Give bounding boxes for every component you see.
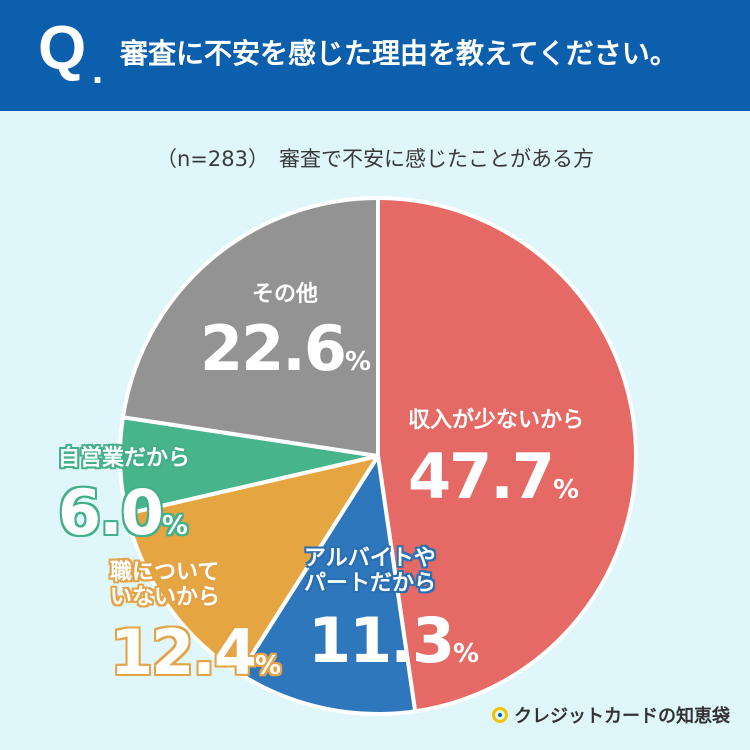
slice-percent-income: % (552, 475, 580, 506)
slice-percent-selfemployed: % (161, 511, 188, 542)
slice-name-selfemployed: 自営業だから (58, 446, 191, 471)
slice-value-income: 47.7 (408, 440, 555, 514)
brand-logo-text: クレジットカードの知恵袋 (514, 706, 730, 727)
slice-value-parttime: 11.3 (308, 603, 455, 677)
header-banner: Q . 審査に不安を感じた理由を教えてください。 (0, 0, 750, 111)
question-mark-letter: Q (38, 14, 87, 83)
slice-name-parttime-line1: アルバイトや (304, 546, 436, 571)
slice-label-parttime: アルバイトや パートだから 11.3% (304, 546, 479, 676)
slice-label-other: その他 22.6% (200, 282, 371, 385)
respondent-description: 審査で不安に感じたことがある方 (279, 147, 594, 171)
slice-value-selfemployed-wrap: 6.0% (58, 477, 190, 548)
slice-value-other-wrap: 22.6% (200, 313, 371, 384)
question-mark-dot: . (92, 48, 104, 92)
slice-parttime (237, 454, 418, 716)
slice-label-unemployed: 職について いないから 12.4% (110, 560, 281, 688)
slice-name-unemployed-line2: いないから (110, 585, 221, 611)
slice-percent-parttime: % (452, 638, 480, 669)
slice-income (376, 196, 638, 714)
slice-value-selfemployed: 6.0 (58, 476, 164, 550)
slice-value-income-wrap: 47.7% (408, 441, 584, 512)
slice-other (120, 196, 380, 458)
slice-value-other: 22.6 (200, 312, 347, 386)
slice-value-unemployed: 12.4 (110, 615, 257, 689)
slice-value-unemployed-wrap: 12.4% (110, 615, 282, 689)
sample-size: （n=283） (156, 147, 269, 171)
slice-name-income: 収入が少ないから (408, 408, 585, 433)
slice-value-parttime-wrap: 11.3% (308, 603, 480, 677)
brand-logo: クレジットカードの知恵袋 (492, 702, 730, 728)
slice-unemployed (124, 454, 380, 676)
chart-subtitle: （n=283） 審査で不安に感じたことがある方 (0, 144, 750, 174)
slice-name-parttime-line2: パートだから (304, 571, 437, 597)
slice-name-unemployed-line1: 職について (110, 560, 220, 585)
slice-name-other: その他 (252, 282, 319, 307)
bulb-icon (492, 707, 508, 723)
question-title: 審査に不安を感じた理由を教えてください。 (120, 37, 678, 70)
slice-percent-other: % (344, 347, 372, 378)
slice-label-selfemployed: 自営業だから 6.0% (58, 446, 190, 549)
slice-percent-unemployed: % (254, 650, 282, 681)
slice-label-income: 収入が少ないから 47.7% (408, 408, 584, 513)
